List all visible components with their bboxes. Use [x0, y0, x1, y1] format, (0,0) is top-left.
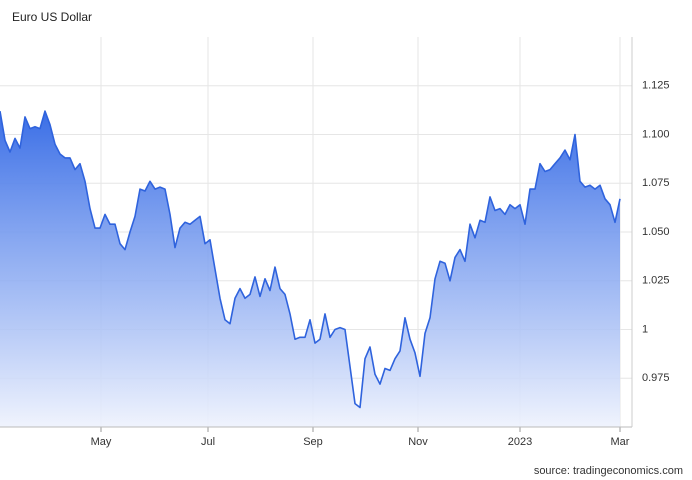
x-tick-label: Mar: [611, 436, 630, 448]
x-tick-label: Jul: [201, 436, 215, 448]
y-tick-label: 1.125: [642, 80, 670, 92]
y-tick-label: 1.100: [642, 128, 670, 140]
x-tick-label: Nov: [408, 436, 428, 448]
price-line: [0, 110, 621, 409]
y-tick-label: 1: [642, 323, 648, 335]
y-tick-label: 1.050: [642, 226, 670, 238]
x-tick-label: 2023: [508, 436, 532, 448]
y-tick-label: 1.025: [642, 275, 670, 287]
y-tick-label: 0.975: [642, 372, 670, 384]
source-note: source: tradingeconomics.com: [534, 465, 683, 477]
x-tick-label: Sep: [303, 436, 323, 448]
area-fill: [0, 111, 620, 427]
x-tick-label: May: [91, 436, 112, 448]
chart-title: Euro US Dollar: [12, 10, 92, 24]
y-tick-label: 1.075: [642, 177, 670, 189]
